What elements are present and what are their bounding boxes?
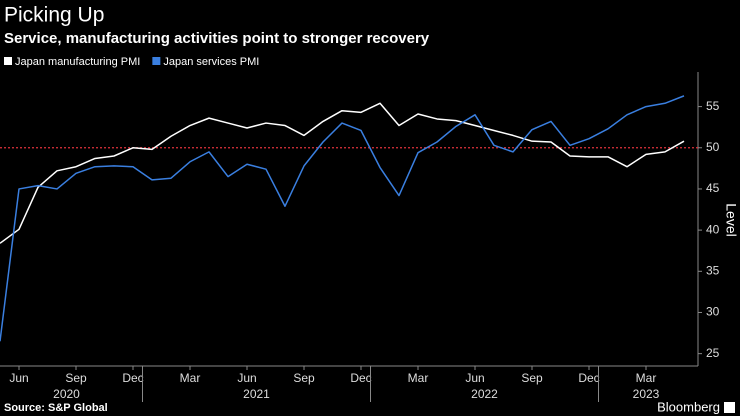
series-line: [0, 95, 685, 342]
x-tick-label: Jun: [9, 371, 28, 385]
x-group-label: 2023: [633, 387, 660, 401]
x-tick-label: Dec: [578, 371, 599, 385]
x-tick-label: Mar: [180, 371, 201, 385]
y-tick-label: 55: [706, 99, 720, 113]
source: Source: S&P Global: [4, 402, 108, 414]
x-tick-label: Sep: [65, 371, 87, 385]
x-group-label: 2021: [243, 387, 270, 401]
legend-label: Japan manufacturing PMI: [15, 56, 140, 68]
x-tick-label: Jun: [465, 371, 484, 385]
chart-subtitle: Service, manufacturing activities point …: [4, 30, 430, 47]
y-tick-label: 50: [706, 140, 720, 154]
x-tick-label: Jun: [237, 371, 256, 385]
y-tick-label: 30: [706, 305, 720, 319]
legend-swatch: [4, 57, 12, 65]
y-tick-label: 40: [706, 222, 720, 236]
x-tick-label: Sep: [293, 371, 315, 385]
y-tick-label: 35: [706, 263, 720, 277]
y-tick-label: 45: [706, 181, 720, 195]
chart-title: Picking Up: [4, 4, 104, 27]
x-tick-label: Sep: [521, 371, 543, 385]
x-tick-label: Mar: [408, 371, 429, 385]
x-group-label: 2022: [471, 387, 498, 401]
x-tick-label: Dec: [122, 371, 143, 385]
x-tick-label: Mar: [636, 371, 657, 385]
x-group-label: 2020: [53, 387, 80, 401]
y-tick-label: 25: [706, 346, 720, 360]
legend-label: Japan services PMI: [163, 56, 259, 68]
logo: Bloomberg: [657, 399, 720, 414]
y-axis-label: Level: [723, 203, 739, 236]
series-line: [0, 102, 685, 244]
logo-mark: [724, 402, 735, 413]
x-tick-label: Dec: [350, 371, 371, 385]
legend: Japan manufacturing PMI Japan services PM…: [4, 56, 259, 68]
legend-swatch: [152, 57, 161, 65]
